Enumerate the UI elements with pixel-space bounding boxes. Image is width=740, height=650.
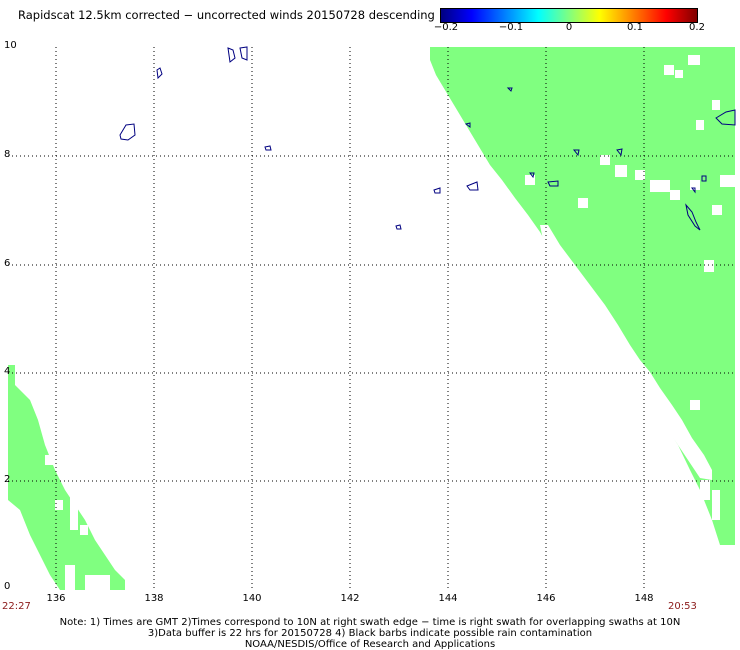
- left-swath-gaps: [45, 455, 110, 590]
- island-outlines: [119, 46, 736, 231]
- swath-time-right: 20:53: [668, 601, 697, 612]
- swath-area: [8, 47, 735, 590]
- island: [715, 109, 736, 126]
- island: [464, 122, 471, 128]
- x-axis-label: 144: [438, 593, 458, 604]
- colorbar-label: 0.1: [627, 22, 643, 33]
- island: [529, 172, 535, 179]
- graticule: [8, 47, 735, 590]
- x-axis-label: 138: [144, 593, 164, 604]
- island: [156, 67, 163, 80]
- island: [547, 180, 559, 187]
- island: [239, 46, 248, 61]
- y-axis-label: 6: [4, 258, 11, 269]
- y-axis-label: 2: [4, 474, 11, 485]
- island: [433, 187, 441, 194]
- island: [616, 148, 623, 157]
- note-line: 3)Data buffer is 22 hrs for 20150728 4) …: [147, 628, 593, 639]
- island: [119, 123, 136, 141]
- x-axis-label: 140: [242, 593, 262, 604]
- colorbar: [440, 8, 698, 23]
- x-axis-label: 136: [46, 593, 66, 604]
- swath-gaps: [525, 55, 735, 520]
- x-axis-label: 148: [634, 593, 654, 604]
- note-line: Note: 1) Times are GMT 2)Times correspon…: [59, 617, 681, 628]
- colorbar-label: −0.2: [433, 22, 459, 33]
- island: [691, 187, 696, 194]
- y-axis-label: 0: [4, 581, 11, 592]
- colorbar-label: 0.2: [689, 22, 705, 33]
- island: [506, 87, 513, 92]
- x-axis-label: 146: [536, 593, 556, 604]
- y-axis-label: 4: [4, 366, 11, 377]
- colorbar-label: −0.1: [498, 22, 524, 33]
- island: [395, 224, 402, 230]
- y-axis-label: 10: [4, 40, 17, 51]
- island: [264, 145, 272, 151]
- island: [572, 149, 580, 157]
- island: [227, 47, 236, 63]
- island: [466, 181, 479, 191]
- colorbar-label: 0: [565, 22, 573, 33]
- y-axis-label: 8: [4, 149, 11, 160]
- map-title: Rapidscat 12.5km corrected − uncorrected…: [18, 8, 435, 22]
- island: [701, 175, 707, 182]
- swath-time-left: 22:27: [2, 601, 31, 612]
- island: [685, 203, 701, 231]
- note-line: NOAA/NESDIS/Office of Research and Appli…: [244, 639, 496, 650]
- x-axis-label: 142: [340, 593, 360, 604]
